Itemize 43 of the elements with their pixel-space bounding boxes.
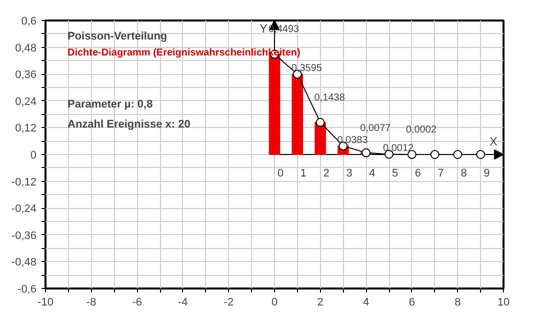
annotation: 2 xyxy=(323,168,330,180)
y-tick-label: 0,36 xyxy=(15,69,37,82)
x-axis-title: X xyxy=(490,134,498,148)
annotation: 7 xyxy=(438,168,444,180)
x-tick-label: -4 xyxy=(178,296,188,308)
annotation: 6 xyxy=(414,168,422,180)
y-tick-label: -0,6 xyxy=(18,284,37,296)
x-tick-label: 8 xyxy=(454,296,461,308)
y-axis-title: Y xyxy=(259,22,268,36)
x-tick-label: -10 xyxy=(38,296,54,308)
annotation: Parameter µ: 0,8 xyxy=(68,98,153,110)
y-tick-label: 0 xyxy=(30,150,37,162)
x-tick-label: 4 xyxy=(363,296,370,308)
data-label: 0,0077 xyxy=(360,122,392,134)
y-tick-label: -0,36 xyxy=(11,230,37,242)
annotation: Anzahl Ereignisse x: 20 xyxy=(68,118,190,130)
annotation: 9 xyxy=(484,168,490,180)
y-tick-label: -0,48 xyxy=(11,256,37,269)
annotation: 0 xyxy=(278,168,284,180)
y-tick-label: -0,12 xyxy=(11,176,37,188)
data-label: 0,1438 xyxy=(314,92,346,104)
annotation: 3 xyxy=(346,168,352,180)
y-tick-label: 0,48 xyxy=(15,42,37,54)
annotation: 1 xyxy=(300,168,307,180)
x-tick-label: 6 xyxy=(408,296,415,308)
y-tick-label: 0,24 xyxy=(15,96,37,108)
y-tick-label: -0,24 xyxy=(11,203,37,216)
data-label: 0,0383 xyxy=(337,134,368,146)
text: Poisson-Verteilung xyxy=(68,30,168,42)
y-tick-label: 0,6 xyxy=(21,16,37,28)
x-tick-label: 2 xyxy=(317,296,324,308)
x-tick-label: 10 xyxy=(497,296,510,308)
data-label: 0,0002 xyxy=(406,124,437,136)
x-tick-label: 0 xyxy=(271,296,278,308)
data-label: 0,0012 xyxy=(383,143,414,154)
annotation: 8 xyxy=(460,168,467,180)
x-tick-label: -2 xyxy=(224,296,234,308)
annotation: 5 xyxy=(392,168,398,180)
y-tick-label: 0,12 xyxy=(15,122,37,135)
annotation: 4 xyxy=(369,168,376,180)
x-tick-label: -8 xyxy=(86,296,96,308)
x-tick-label: -6 xyxy=(132,296,142,308)
data-label: 0,3595 xyxy=(291,63,322,74)
